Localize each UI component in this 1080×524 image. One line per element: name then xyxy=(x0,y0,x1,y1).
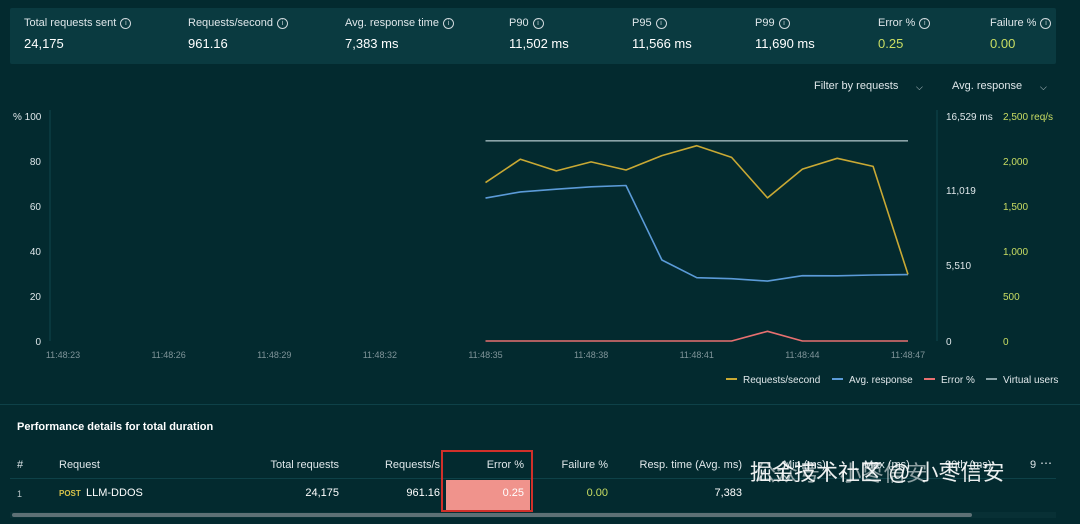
summary-stats-bar: Total requests sent i 24,175 Requests/sec… xyxy=(10,8,1056,64)
right-rps-tick-label: 1,500 xyxy=(1003,202,1028,213)
x-tick-label: 11:48:47 xyxy=(891,350,925,360)
x-tick-label: 11:48:41 xyxy=(680,350,714,360)
info-icon[interactable]: i xyxy=(919,18,931,29)
x-tick-label: 11:48:35 xyxy=(468,350,502,360)
metric-dropdown[interactable]: Avg. response xyxy=(952,80,1023,92)
right-rps-tick-label: 500 xyxy=(1003,292,1020,303)
right-ms-tick-label: 11,019 xyxy=(946,186,976,197)
cell-failure-percent: 0.00 xyxy=(586,487,608,499)
method-badge: POST xyxy=(59,489,81,498)
legend-error-percent[interactable]: Error % xyxy=(924,375,975,386)
cell-resp-time: 7,383 xyxy=(714,487,742,499)
request-name[interactable]: LLM-DDOS xyxy=(86,487,143,499)
right-rps-tick-label: 1,000 xyxy=(1003,247,1028,258)
performance-chart: % 100 80 60 40 20 0 16,529 ms 11,019 5,510 0 2,500… xyxy=(13,110,1053,360)
left-tick-label: 0 xyxy=(35,337,41,348)
section-divider xyxy=(0,404,1080,405)
legend-requests-per-second[interactable]: Requests/second xyxy=(726,375,820,386)
watermark-top: 公众号 · 小枣信安 xyxy=(754,461,928,486)
col-90th[interactable]: 90th (ms) xyxy=(945,459,992,471)
col-requests-per-second[interactable]: Requests/s xyxy=(384,459,440,471)
col-more[interactable]: 9 xyxy=(1030,459,1037,471)
x-tick-label: 11:48:38 xyxy=(574,350,608,360)
info-icon[interactable]: i xyxy=(532,18,544,29)
col-index: # xyxy=(17,459,24,471)
x-tick-label: 11:48:29 xyxy=(257,350,291,360)
left-tick-label: 20 xyxy=(30,292,42,303)
info-icon[interactable]: i xyxy=(277,18,288,29)
right-rps-tick-label: 0 xyxy=(1003,337,1009,348)
row-divider xyxy=(10,478,1056,479)
legend-swatch xyxy=(832,378,843,380)
legend-swatch xyxy=(726,378,737,380)
right-ms-tick-label: 16,529 ms xyxy=(946,112,993,123)
annotation-highlight-box xyxy=(441,450,533,512)
info-icon[interactable]: i xyxy=(120,18,132,29)
legend-swatch xyxy=(924,378,935,380)
x-tick-label: 11:48:26 xyxy=(151,350,185,360)
series-line-error- xyxy=(485,330,908,342)
filter-by-requests-dropdown[interactable]: Filter by requests xyxy=(814,80,899,92)
info-icon[interactable]: i xyxy=(442,18,454,29)
left-tick-label: 60 xyxy=(30,202,42,213)
left-tick-label: % 100 xyxy=(13,112,42,123)
info-icon[interactable]: i xyxy=(1040,18,1052,29)
more-horizontal-icon[interactable]: ⋯ xyxy=(1040,456,1052,470)
x-tick-label: 11:48:44 xyxy=(785,350,819,360)
col-request[interactable]: Request xyxy=(59,459,100,471)
series-line-requests-second xyxy=(485,144,909,275)
error-cell-highlight xyxy=(446,480,530,510)
section-title: Performance details for total duration xyxy=(17,421,214,433)
x-tick-label: 11:48:23 xyxy=(46,350,80,360)
legend-virtual-users[interactable]: Virtual users xyxy=(986,375,1058,386)
series-line-avg-response xyxy=(485,184,909,282)
cell-requests-per-second: 961.16 xyxy=(406,487,440,499)
col-max[interactable]: Max (ms) xyxy=(864,459,910,471)
info-icon[interactable]: i xyxy=(655,18,667,29)
right-rps-tick-label: 2,500 req/s xyxy=(1003,112,1053,123)
right-rps-tick-label: 2,000 xyxy=(1003,157,1028,168)
watermark: 掘金技术社区 @ 小枣信安 xyxy=(750,460,1005,485)
right-ms-tick-label: 0 xyxy=(946,337,952,348)
cell-error-percent: 0.25 xyxy=(502,487,524,499)
col-total-requests[interactable]: Total requests xyxy=(270,459,339,471)
chevron-down-icon[interactable]: ⌵ xyxy=(916,82,923,92)
right-ms-tick-label: 5,510 xyxy=(946,261,971,272)
cell-total-requests: 24,175 xyxy=(305,487,339,499)
col-error-percent[interactable]: Error % xyxy=(486,459,524,471)
left-tick-label: 80 xyxy=(30,157,42,168)
info-icon[interactable]: i xyxy=(778,18,790,29)
left-tick-label: 40 xyxy=(30,247,42,258)
col-failure-percent[interactable]: Failure % xyxy=(561,459,608,471)
col-resp-time[interactable]: Resp. time (Avg. ms) xyxy=(639,459,743,471)
col-min[interactable]: Min (ms) xyxy=(783,459,826,471)
horizontal-scrollbar-thumb[interactable] xyxy=(12,513,972,517)
legend-swatch xyxy=(986,378,997,380)
legend-avg-response[interactable]: Avg. response xyxy=(832,375,913,386)
x-tick-label: 11:48:32 xyxy=(363,350,397,360)
chevron-down-icon[interactable]: ⌵ xyxy=(1040,82,1047,92)
